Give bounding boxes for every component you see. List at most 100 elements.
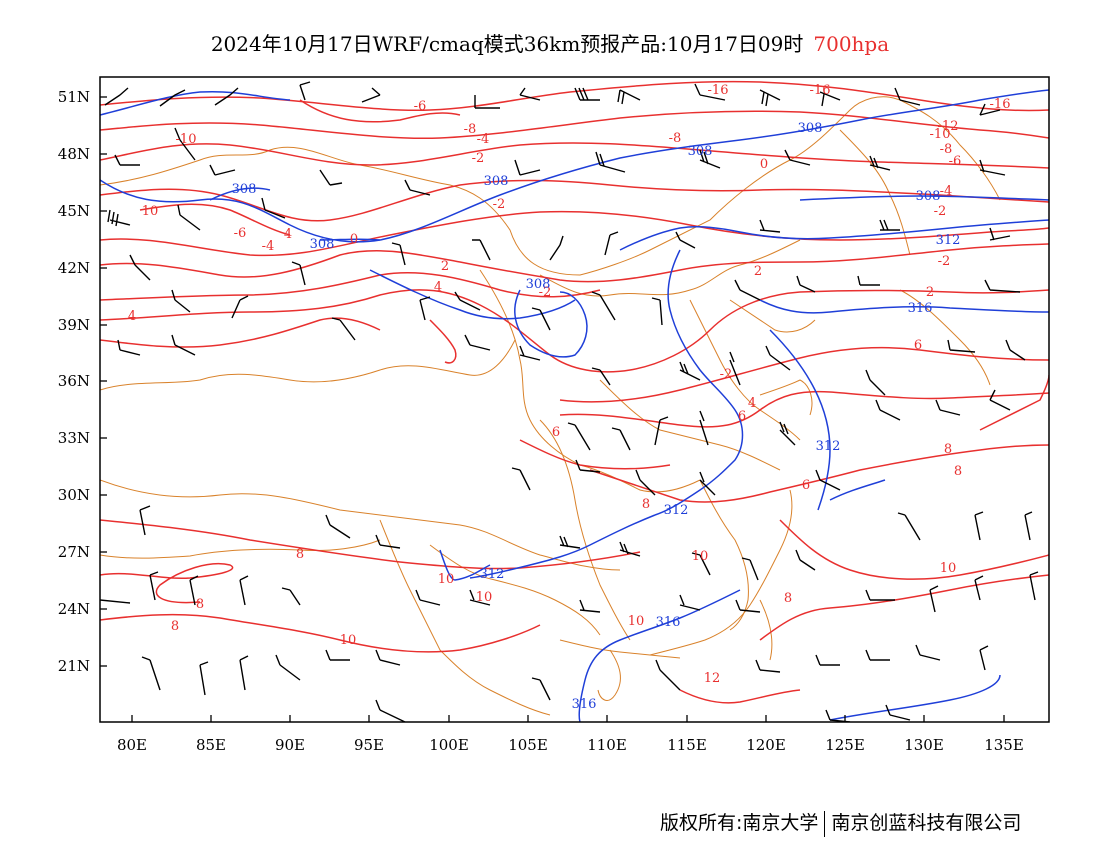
height-labels: 308 308 308 308 308 308 308 312 312 312 312 316 316 3… <box>232 121 961 712</box>
isotherm-label: 8 <box>642 497 650 512</box>
height-contour-label: 316 <box>572 697 597 712</box>
isotherm-label: 8 <box>171 619 179 634</box>
isotherm-label: 4 <box>434 280 442 295</box>
isotherm-label: -6 <box>414 99 427 114</box>
height-contour-label: 308 <box>484 174 509 189</box>
isotherm-label: 10 <box>692 549 709 564</box>
temperature-isotherms <box>100 80 1049 704</box>
isotherm-label: 8 <box>954 464 962 479</box>
lat-label: 33N <box>58 429 90 447</box>
copyright-footer: 版权所有:南京大学 南京创蓝科技有限公司 <box>660 808 1021 837</box>
lat-ticks: 51N 48N 45N 42N 39N 36N 33N 30N 27N 24N 21N <box>58 88 107 675</box>
lat-label: 36N <box>58 372 90 390</box>
height-contour-label: 312 <box>936 233 961 248</box>
lat-label: 51N <box>58 88 90 106</box>
isotherm-label: 12 <box>704 671 721 686</box>
lon-label: 100E <box>429 736 469 754</box>
isotherm-label: 2 <box>441 259 449 274</box>
isotherm-label: 4 <box>284 227 292 242</box>
isotherm-label: -4 <box>262 239 275 254</box>
lat-label: 24N <box>58 600 90 618</box>
isotherm-label: -2 <box>493 197 506 212</box>
lat-label: 27N <box>58 543 90 561</box>
lat-label: 48N <box>58 145 90 163</box>
isotherm-label: 2 <box>926 285 934 300</box>
lon-label: 130E <box>904 736 944 754</box>
lat-label: 21N <box>58 657 90 675</box>
isotherm-label: -4 <box>477 132 490 147</box>
isotherm-label: -2 <box>938 254 951 269</box>
isotherm-label: 8 <box>296 547 304 562</box>
lon-label: 80E <box>117 736 147 754</box>
lon-label: 85E <box>196 736 226 754</box>
lon-label: 90E <box>275 736 305 754</box>
map-frame <box>99 76 1050 723</box>
isotherm-label: -8 <box>940 142 953 157</box>
isotherm-label: 10 <box>940 561 957 576</box>
lat-label: 39N <box>58 316 90 334</box>
isotherm-label: -2 <box>539 285 552 300</box>
isotherm-label: -16 <box>708 83 729 98</box>
isotherm-label: -6 <box>234 226 247 241</box>
height-contour-label: 308 <box>798 121 823 136</box>
height-contour-label: 312 <box>816 439 841 454</box>
isotherm-label: -12 <box>938 119 959 134</box>
isotherm-label: 10 <box>142 204 159 219</box>
isotherm-label: 6 <box>914 338 922 353</box>
isotherm-label: 10 <box>476 590 493 605</box>
isotherm-label: 6 <box>738 409 746 424</box>
height-contours <box>100 89 1049 722</box>
height-contour-label: 316 <box>656 615 681 630</box>
isotherm-label: 8 <box>784 591 792 606</box>
isotherm-label: -8 <box>669 131 682 146</box>
isotherm-label: 6 <box>552 425 560 440</box>
height-contour-label: 308 <box>688 144 713 159</box>
isotherm-label: -8 <box>464 122 477 137</box>
isotherm-label: -16 <box>990 97 1011 112</box>
height-contour-label: 308 <box>310 237 335 252</box>
isotherm-label: -6 <box>949 154 962 169</box>
isotherm-label: 2 <box>754 264 762 279</box>
height-contour-label: 316 <box>908 301 933 316</box>
footer-separator <box>824 810 826 837</box>
lon-label: 120E <box>746 736 786 754</box>
lon-label: 125E <box>825 736 865 754</box>
isotherm-label: 10 <box>438 572 455 587</box>
isotherm-label: -2 <box>934 204 947 219</box>
border-lines <box>100 96 1001 716</box>
height-contour-label: 312 <box>664 503 689 518</box>
lon-label: 115E <box>667 736 707 754</box>
lon-label: 105E <box>508 736 548 754</box>
isotherm-label: -16 <box>810 83 831 98</box>
wind-barbs <box>100 81 1039 722</box>
isotherm-label: -10 <box>930 127 951 142</box>
copyright-left: 版权所有:南京大学 <box>660 812 819 834</box>
title-text: 2024年10月17日WRF/cmaq模式36km预报产品:10月17日09时 <box>210 32 804 56</box>
height-contour-label: 308 <box>526 277 551 292</box>
height-contour-label: 308 <box>916 189 941 204</box>
isotherm-label: -2 <box>720 367 733 382</box>
isotherm-label: 6 <box>802 478 810 493</box>
copyright-right: 南京创蓝科技有限公司 <box>831 812 1022 834</box>
map-title: 2024年10月17日WRF/cmaq模式36km预报产品:10月17日09时 7… <box>0 28 1100 57</box>
lon-ticks: 80E 85E 90E 95E 100E 105E 110E 115E 120E 125E 130E… <box>117 715 1024 754</box>
isotherm-label: 10 <box>628 614 645 629</box>
pressure-level: 700hpa <box>813 32 890 56</box>
height-contour-label: 308 <box>232 182 257 197</box>
isotherm-label: 10 <box>340 633 357 648</box>
temperature-labels: -16 -16-16-12-10 -10-8-8-8-6-6-6-4-4-4-2 -2… <box>128 83 1011 686</box>
isotherm-label: 4 <box>748 396 756 411</box>
isotherm-label: 0 <box>760 157 768 172</box>
isotherm-label: -10 <box>176 132 197 147</box>
isotherm-label: 8 <box>196 597 204 612</box>
lat-label: 30N <box>58 486 90 504</box>
isotherm-label: 8 <box>944 442 952 457</box>
height-contour-label: 312 <box>480 567 505 582</box>
lon-label: 95E <box>354 736 384 754</box>
lat-label: 42N <box>58 259 90 277</box>
isotherm-label: -4 <box>940 184 953 199</box>
lat-label: 45N <box>58 202 90 220</box>
isotherm-label: -2 <box>472 151 485 166</box>
lon-label: 135E <box>984 736 1024 754</box>
